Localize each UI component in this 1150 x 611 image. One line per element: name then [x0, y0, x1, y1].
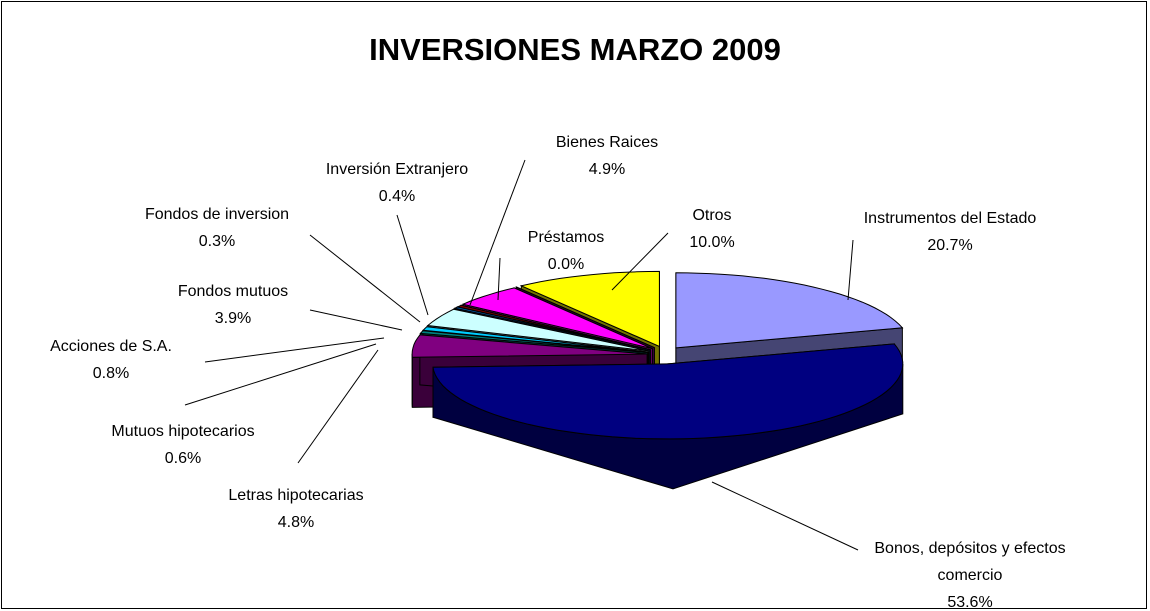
- value-label: 0.8%: [92, 365, 130, 382]
- data-label: Inversión Extranjero 0.4%: [287, 156, 507, 210]
- data-label: Instrumentos del Estado 20.7%: [830, 205, 1070, 259]
- slice-top: [453, 306, 651, 351]
- slice-top: [675, 272, 904, 349]
- data-label: Bonos, depósitos y efectos comercio 53.6%: [870, 535, 1070, 611]
- data-label: Mutuos hipotecarios 0.6%: [73, 418, 293, 472]
- leader-line: [309, 309, 403, 331]
- slice-top: [411, 334, 648, 358]
- value-label: 53.6%: [947, 594, 993, 611]
- slice-top: [516, 286, 655, 349]
- data-label: Acciones de S.A. 0.8%: [11, 333, 211, 387]
- data-label: Otros 10.0%: [642, 202, 782, 256]
- leader-line: [847, 239, 854, 301]
- leader-line: [469, 159, 526, 306]
- leader-line: [204, 337, 385, 363]
- value-label: 10.0%: [689, 234, 735, 251]
- leader-line: [497, 257, 501, 301]
- category-label: Préstamos: [527, 229, 605, 246]
- leader-line: [184, 343, 377, 406]
- value-label: 0.0%: [547, 256, 585, 273]
- slice-top: [519, 270, 660, 348]
- category-label: Inversión Extranjero: [325, 161, 469, 178]
- value-label: 4.8%: [277, 514, 315, 531]
- leader-line: [297, 349, 379, 464]
- category-label: Letras hipotecarias: [228, 487, 364, 504]
- slice-top: [426, 308, 650, 352]
- slice-top: [461, 287, 653, 350]
- slice-top: [419, 330, 648, 354]
- category-label: Bienes Raices: [555, 134, 659, 151]
- data-label: Fondos mutuos 3.9%: [133, 278, 333, 332]
- category-label: Fondos mutuos: [177, 283, 289, 300]
- data-label: Bienes Raices 4.9%: [507, 129, 707, 183]
- pie-slice: [432, 343, 904, 490]
- leader-line: [396, 214, 429, 316]
- value-label: 4.9%: [588, 161, 626, 178]
- leader-line: [711, 481, 859, 551]
- category-label: Mutuos hipotecarios: [111, 423, 255, 440]
- leader-line: [309, 234, 421, 323]
- chart-title: INVERSIONES MARZO 2009: [369, 32, 781, 67]
- category-label: Instrumentos del Estado: [863, 210, 1037, 227]
- category-label: Bonos, depósitos y efectos comercio: [874, 540, 1066, 584]
- data-label: Letras hipotecarias 4.8%: [196, 482, 396, 536]
- data-label: Préstamos 0.0%: [486, 224, 646, 278]
- value-label: 0.4%: [378, 188, 416, 205]
- category-label: Fondos de inversion: [144, 206, 290, 223]
- leader-line: [611, 232, 669, 291]
- slice-top: [432, 343, 904, 440]
- value-label: 0.3%: [198, 233, 236, 250]
- value-label: 3.9%: [214, 310, 252, 327]
- category-label: Acciones de S.A.: [50, 338, 172, 355]
- value-label: 0.6%: [164, 450, 202, 467]
- value-label: 20.7%: [927, 237, 973, 254]
- data-label: Fondos de inversion 0.3%: [107, 201, 327, 255]
- category-label: Otros: [692, 207, 732, 224]
